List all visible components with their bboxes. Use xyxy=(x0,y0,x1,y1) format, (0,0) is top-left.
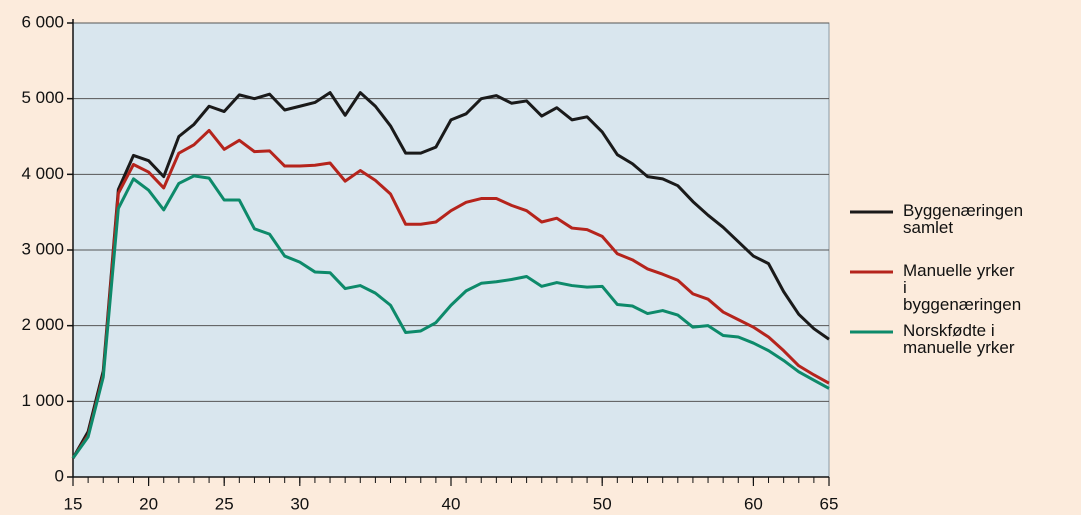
series-line xyxy=(71,91,830,459)
y-tick-label: 6 000 xyxy=(21,12,64,31)
legend-label: Manuelle yrker i byggenæringen xyxy=(903,261,1021,314)
series-line xyxy=(71,174,830,459)
y-tick-label: 0 xyxy=(55,466,64,485)
x-tick-label: 25 xyxy=(215,494,234,513)
series-line xyxy=(71,128,830,459)
x-tick-label: 40 xyxy=(442,494,461,513)
legend-label: Byggenæringen samlet xyxy=(903,201,1028,237)
x-tick-label: 50 xyxy=(593,494,612,513)
y-tick-label: 2 000 xyxy=(21,315,64,334)
x-tick-label: 60 xyxy=(744,494,763,513)
legend-label: Norskfødte i manuelle yrker xyxy=(903,321,1015,357)
x-tick-label: 30 xyxy=(290,494,309,513)
y-tick-label: 5 000 xyxy=(21,88,64,107)
x-tick-label: 20 xyxy=(139,494,158,513)
y-tick-label: 4 000 xyxy=(21,164,64,183)
x-tick-label: 15 xyxy=(64,494,83,513)
y-tick-label: 3 000 xyxy=(21,239,64,258)
y-tick-label: 1 000 xyxy=(21,391,64,410)
x-tick-label: 65 xyxy=(820,494,839,513)
